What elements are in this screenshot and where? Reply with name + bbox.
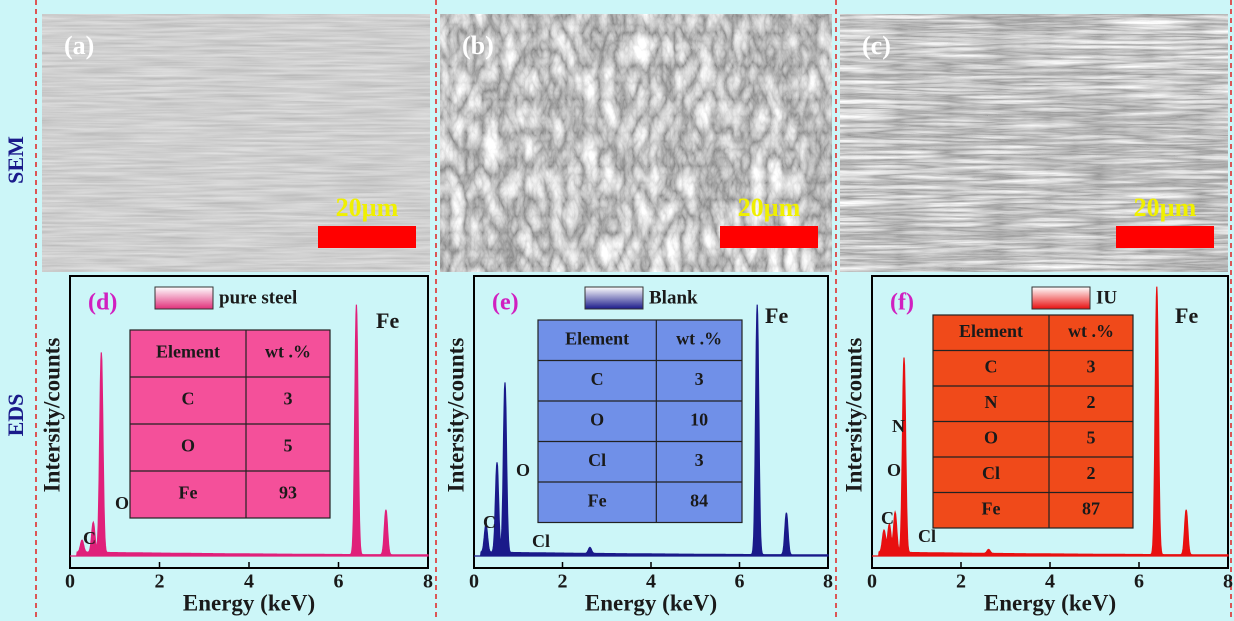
x-axis-label: Energy (keV)	[585, 590, 717, 615]
peak-label: C	[483, 512, 496, 532]
table-header: Element	[156, 342, 220, 362]
peak-label: O	[887, 460, 901, 480]
x-tick-label: 6	[1134, 571, 1144, 593]
x-tick-label: 6	[735, 571, 745, 593]
y-axis-label: Intersity/counts	[443, 338, 468, 493]
legend-swatch	[155, 287, 213, 309]
scale-bar	[318, 226, 416, 248]
panel-label: (e)	[492, 290, 519, 316]
table-cell: 5	[1087, 427, 1096, 447]
row-label: EDS	[3, 394, 28, 437]
table-cell: Cl	[588, 450, 606, 470]
peak-label: Cl	[918, 526, 936, 546]
x-tick-label: 0	[867, 571, 877, 593]
table-header: wt .%	[265, 342, 311, 362]
figure: SEM EDS (a) 20µm (b) 20µm (c) 20µm 0 2 4 6 8 Energy (…	[0, 0, 1234, 621]
table-cell: O	[984, 427, 998, 447]
table-header: wt .%	[676, 328, 722, 348]
table-cell: 84	[690, 490, 708, 510]
panel-label: (f)	[890, 290, 914, 316]
table-cell: Fe	[588, 490, 607, 510]
table-cell: 2	[1087, 463, 1096, 483]
x-tick-label: 8	[1223, 571, 1233, 593]
y-axis-label: Intersity/counts	[39, 338, 64, 493]
peak-label: Fe	[376, 308, 399, 333]
peak-label: Cl	[532, 531, 550, 551]
peak-label: C	[881, 508, 894, 528]
panel-label: (a)	[64, 31, 94, 60]
table-cell: C	[182, 389, 195, 409]
panel-label: (d)	[88, 290, 117, 316]
x-tick-label: 0	[65, 571, 75, 593]
x-axis-label: Energy (keV)	[183, 590, 315, 615]
table-cell: 3	[284, 389, 293, 409]
table-cell: O	[590, 409, 604, 429]
scale-bar-label: 20µm	[738, 193, 801, 222]
x-tick-label: 4	[1045, 571, 1055, 593]
table-cell: 3	[695, 450, 704, 470]
table-cell: 87	[1082, 498, 1100, 518]
legend-label: IU	[1096, 287, 1117, 308]
x-tick-label: 2	[558, 571, 568, 593]
scale-bar	[720, 226, 818, 248]
peak-label: O	[115, 493, 129, 513]
x-axis-label: Energy (keV)	[984, 590, 1116, 615]
peak-label: O	[516, 460, 530, 480]
x-tick-label: 8	[823, 571, 833, 593]
x-tick-label: 2	[956, 571, 966, 593]
scale-bar-label: 20µm	[1134, 193, 1197, 222]
peak-label: Fe	[1175, 303, 1198, 328]
table-cell: 2	[1087, 392, 1096, 412]
table-cell: Cl	[982, 463, 1000, 483]
panel-label: (c)	[862, 31, 891, 60]
x-tick-label: 4	[244, 571, 254, 593]
table-cell: C	[985, 356, 998, 376]
legend-label: pure steel	[219, 287, 297, 308]
table-cell: 5	[284, 436, 293, 456]
scale-bar-label: 20µm	[336, 193, 399, 222]
table-cell: Fe	[179, 483, 198, 503]
legend-swatch	[1032, 287, 1090, 309]
table-cell: 3	[695, 369, 704, 389]
table-header: Element	[565, 328, 629, 348]
legend-label: Blank	[649, 287, 698, 308]
x-tick-label: 6	[334, 571, 344, 593]
table-cell: N	[985, 392, 998, 412]
table-cell: 10	[690, 409, 708, 429]
table-header: Element	[959, 321, 1023, 341]
table-header: wt .%	[1068, 321, 1114, 341]
x-tick-label: 0	[469, 571, 479, 593]
table	[538, 320, 742, 523]
x-tick-label: 8	[423, 571, 433, 593]
scale-bar	[1116, 226, 1214, 248]
panel-label: (b)	[462, 31, 494, 60]
x-tick-label: 4	[646, 571, 656, 593]
peak-label: N	[892, 416, 905, 436]
table-cell: O	[181, 436, 195, 456]
table-cell: Fe	[982, 498, 1001, 518]
x-tick-label: 2	[155, 571, 165, 593]
table-cell: 93	[279, 483, 297, 503]
table-cell: 3	[1087, 356, 1096, 376]
row-label: SEM	[3, 136, 28, 184]
legend-swatch	[585, 287, 643, 309]
peak-label: Fe	[765, 303, 788, 328]
peak-label: C	[83, 528, 96, 548]
table-cell: C	[591, 369, 604, 389]
y-axis-label: Intersity/counts	[841, 338, 866, 493]
